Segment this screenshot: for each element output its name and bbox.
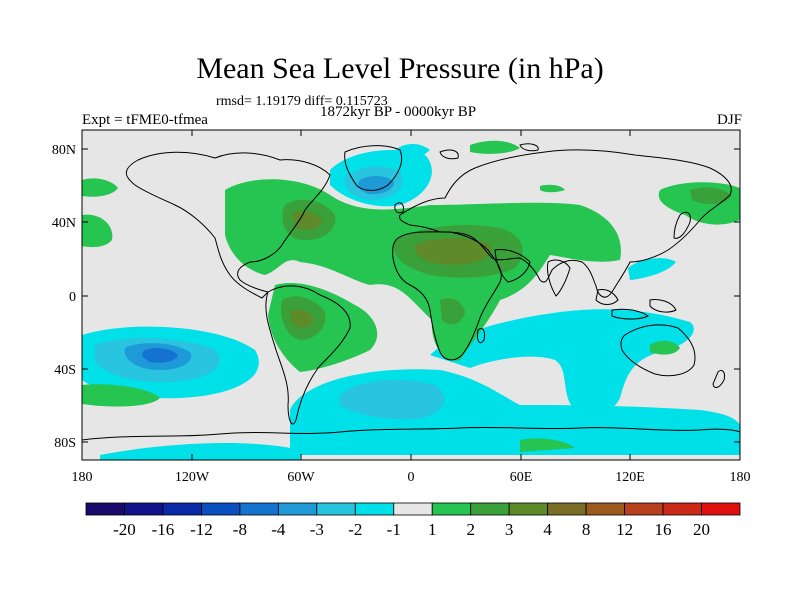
colorbar-label: -3 [310,520,324,539]
colorbar-swatch [162,502,202,516]
colorbar-label: -2 [348,520,362,539]
lon-tick-label: 60E [510,470,533,485]
lon-tick-label: 120W [175,470,210,485]
lat-tick-label: 40S [54,363,76,378]
colorbar: -20 -16 -12 -8 -4 -3 -2 -1 1 2 3 4 8 12 16 20 [85,502,741,539]
colorbar-label: 4 [543,520,552,539]
colorbar-label: 12 [616,520,633,539]
colorbar-label: -1 [387,520,401,539]
lon-tick-label: 120E [615,470,645,485]
colorbar-label: -16 [152,520,175,539]
colorbar-swatch [585,502,625,516]
lat-tick-label: 0 [69,290,76,305]
coastlines [82,143,740,441]
tick-marks [81,130,741,460]
lat-tick-label: 80S [54,436,76,451]
colorbar-label: 20 [693,520,710,539]
lon-tick-label: 180 [72,470,93,485]
chart-title: Mean Sea Level Pressure (in hPa) [196,52,604,85]
pressure-anomaly-field [82,140,740,460]
period-text: 1872kyr BP - 0000kyr BP [320,104,477,120]
lon-tick-label: 60W [287,470,315,485]
colorbar-label: -8 [233,520,247,539]
colorbar-label: 3 [505,520,514,539]
colorbar-swatch [124,502,164,516]
colorbar-swatch [662,502,702,516]
experiment-label: Expt = tFME0-tfmea [82,112,208,128]
colorbar-swatch [470,502,510,516]
colorbar-swatch [701,502,741,516]
lat-tick-label: 80N [52,143,76,158]
lat-tick-label: 40N [52,216,76,231]
colorbar-swatch [624,502,664,516]
colorbar-label: 2 [466,520,475,539]
lon-tick-label: 180 [730,470,751,485]
colorbar-swatch [508,502,549,516]
colorbar-swatch [316,502,356,516]
colorbar-label: -4 [271,520,286,539]
colorbar-swatch [431,502,472,516]
colorbar-label: -12 [190,520,213,539]
colorbar-swatch [277,502,318,516]
colorbar-swatch [201,502,241,516]
stats-text: rmsd= 1.19179 diff= 0.115723 [216,94,388,109]
colorbar-label: 1 [428,520,437,539]
colorbar-swatch [393,502,433,516]
positive-anomaly-core [290,211,492,328]
colorbar-swatch [547,502,587,516]
colorbar-label: -20 [113,520,136,539]
lon-tick-label: 0 [408,470,415,485]
colorbar-swatch [85,502,125,516]
season-label: DJF [716,112,742,128]
colorbar-swatch [239,502,279,516]
colorbar-label: 8 [582,520,591,539]
colorbar-label: 16 [655,520,672,539]
colorbar-swatch [354,502,395,516]
